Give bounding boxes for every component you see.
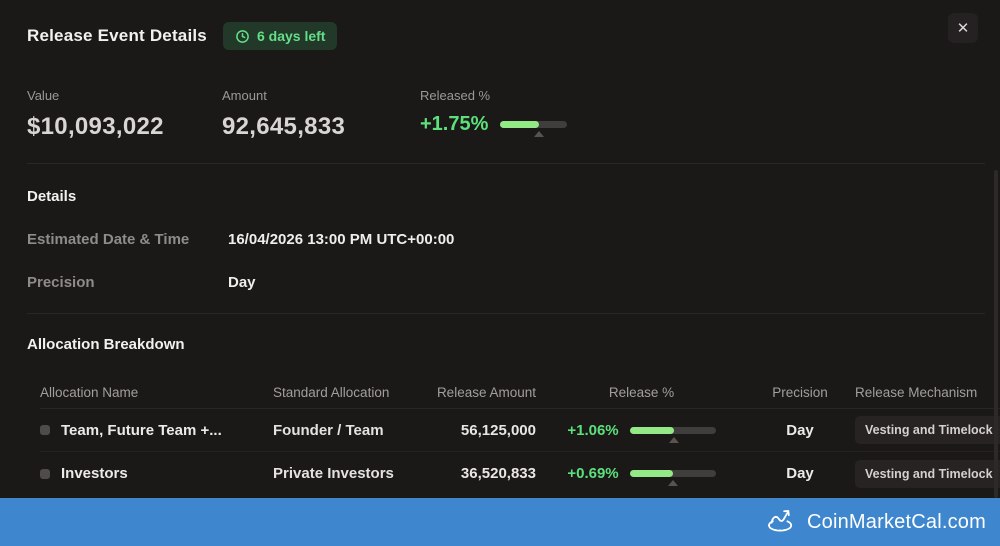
- standard-allocation: Private Investors: [273, 465, 394, 482]
- stat-label: Amount: [222, 88, 267, 103]
- countdown-label: 6 days left: [256, 28, 326, 44]
- release-progress-bar: [629, 470, 716, 486]
- allocation-color-swatch: [40, 425, 50, 435]
- release-amount: 56,125,000: [460, 421, 536, 439]
- col-header-release-amount: Release Amount: [436, 385, 536, 400]
- release-mechanism-badge: Vesting and Timelock: [855, 459, 1000, 488]
- scrollbar-track: [994, 170, 998, 498]
- allocation-name: Investors: [61, 465, 128, 482]
- col-header-release-pct: Release %: [608, 385, 675, 400]
- details-heading: Details: [27, 188, 77, 205]
- allocation-color-swatch: [40, 468, 50, 479]
- detail-value: Day: [228, 274, 256, 291]
- released-progress-bar: [500, 121, 568, 137]
- detail-value: 16/04/2026 13:00 PM UTC+00:00: [228, 231, 455, 248]
- coinmarketcal-logo-icon: [765, 505, 797, 540]
- col-header-precision: Precision: [772, 385, 828, 400]
- page-title: Release Event Details: [27, 26, 207, 45]
- release-progress-bar: [629, 426, 716, 443]
- details-section: Details Estimated Date & Time 16/04/2026…: [0, 188, 1000, 291]
- coinmarketcal-brand-link[interactable]: CoinMarketCal.com: [765, 505, 986, 540]
- stats-row: Value $10,093,022 Amount 92,645,833 Rele…: [0, 88, 1000, 141]
- allocation-name: Team, Future Team +...: [61, 421, 222, 439]
- release-pct-text: +0.69%: [567, 465, 619, 482]
- detail-label: Estimated Date & Time: [27, 231, 190, 248]
- brand-text: CoinMarketCal.com: [806, 510, 986, 533]
- release-amount: 36,520,833: [460, 465, 536, 482]
- precision-value: Day: [786, 421, 814, 439]
- stat-label: Released %: [420, 88, 491, 103]
- modal-header: Release Event Details 6 days left ✕: [0, 0, 1000, 50]
- footer-bar: CoinMarketCal.com: [0, 498, 1000, 546]
- divider: [27, 163, 985, 164]
- detail-row-precision: Precision Day: [27, 274, 1000, 291]
- close-icon: ✕: [956, 19, 970, 37]
- col-header-standard-allocation: Standard Allocation: [273, 385, 390, 400]
- stat-label: Value: [27, 88, 60, 103]
- close-button[interactable]: ✕: [948, 13, 978, 43]
- stat-value: Value $10,093,022: [27, 88, 222, 141]
- col-header-allocation-name: Allocation Name: [40, 385, 139, 400]
- stat-amount: Amount 92,645,833: [222, 88, 420, 141]
- detail-row-date: Estimated Date & Time 16/04/2026 13:00 P…: [27, 231, 1000, 248]
- detail-label: Precision: [27, 274, 95, 291]
- standard-allocation: Founder / Team: [273, 421, 384, 439]
- allocation-table: Allocation Name Standard Allocation Rele…: [40, 377, 1000, 495]
- progress-marker-icon: [669, 436, 680, 443]
- table-row[interactable]: Investors Private Investors 36,520,833 +…: [40, 452, 1000, 495]
- table-header-row: Allocation Name Standard Allocation Rele…: [40, 377, 1000, 409]
- countdown-badge: 6 days left: [222, 22, 338, 50]
- table-row[interactable]: Team, Future Team +... Founder / Team 56…: [40, 409, 1000, 452]
- progress-marker-icon: [667, 480, 678, 486]
- divider: [27, 313, 985, 314]
- scrollbar-thumb[interactable]: [994, 170, 998, 498]
- precision-value: Day: [786, 465, 814, 482]
- stat-amount-text: 92,645,833: [222, 113, 346, 140]
- allocation-breakdown-section: Allocation Breakdown Allocation Name Sta…: [0, 336, 1000, 495]
- stat-amount-text: $10,093,022: [27, 113, 164, 140]
- release-mechanism-badge: Vesting and Timelock: [855, 416, 1000, 444]
- release-pct-text: +1.06%: [567, 421, 619, 439]
- clock-icon: [235, 29, 250, 44]
- allocation-heading: Allocation Breakdown: [27, 336, 185, 353]
- stat-released-pct: Released % +1.75%: [420, 88, 568, 141]
- released-pct-text: +1.75%: [420, 113, 489, 135]
- col-header-release-mechanism: Release Mechanism: [855, 385, 978, 400]
- progress-marker-icon: [533, 131, 544, 137]
